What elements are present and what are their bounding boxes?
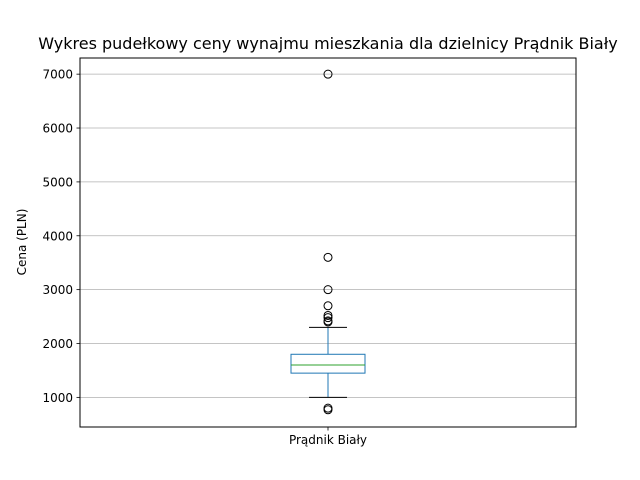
y-tick-label: 3000 — [42, 283, 73, 297]
y-axis-label: Cena (PLN) — [15, 209, 29, 276]
outlier-point — [323, 317, 333, 327]
outlier-point — [323, 69, 333, 79]
y-tick-label: 6000 — [42, 122, 73, 136]
y-tick-label: 4000 — [42, 229, 73, 243]
y-tick-label: 7000 — [42, 68, 73, 82]
y-tick-label: 2000 — [42, 337, 73, 351]
x-axis-ticks: Prądnik Biały — [289, 427, 367, 447]
outlier-point — [323, 252, 333, 262]
box-plot-marks — [290, 69, 366, 415]
y-tick-label: 5000 — [42, 175, 73, 189]
outlier-point — [323, 405, 333, 415]
outlier-point — [323, 310, 333, 320]
x-tick-label: Prądnik Biały — [289, 433, 367, 447]
chart-title: Wykres pudełkowy ceny wynajmu mieszkania… — [38, 34, 618, 53]
outlier-point — [323, 301, 333, 311]
y-axis-ticks: 1000 2000 3000 4000 5000 6000 7000 — [42, 68, 80, 405]
grid-lines — [80, 73, 576, 398]
iqr-box — [290, 353, 366, 374]
outlier-point — [323, 313, 333, 323]
y-tick-label: 1000 — [42, 391, 73, 405]
outlier-point — [323, 285, 333, 295]
